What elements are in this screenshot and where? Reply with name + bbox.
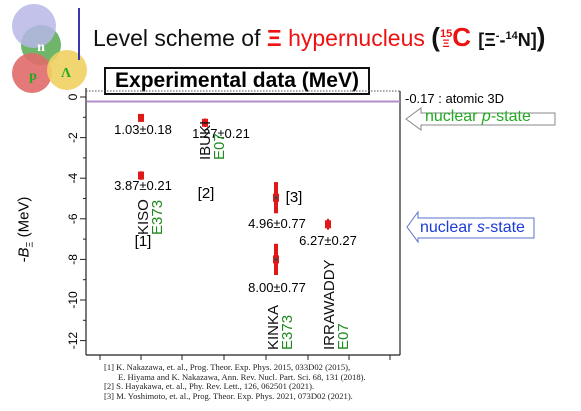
data-label: 3.87±0.21 — [114, 178, 172, 193]
y-tick-label: -6 — [66, 213, 80, 224]
data-point — [138, 171, 144, 180]
data-label: 4.96±0.77 — [248, 216, 306, 231]
data-label: 8.00±0.77 — [248, 280, 306, 295]
page-title: Level scheme of Ξ hypernucleus (15 ΞC [Ξ-… — [93, 22, 546, 52]
references: [1] K. Nakazawa, et. al., Prog. Theor. E… — [104, 362, 366, 401]
y-tick-label: -10 — [66, 291, 80, 309]
experiment-id: E373 — [149, 200, 166, 235]
reference-item: [2] S. Hayakawa, et. al., Phy. Rev. Lett… — [104, 381, 315, 392]
y-tick-label: -4 — [66, 173, 80, 184]
s-state-callout: nuclear s-state — [406, 210, 536, 244]
data-label: 1.27±0.21 — [192, 126, 250, 141]
left-arrow-icon — [406, 210, 535, 244]
reference-item: [1] K. Nakazawa, et. al., Prog. Theor. E… — [104, 362, 351, 372]
y-tick-label: -2 — [66, 132, 80, 143]
experiment-name: KISO — [135, 199, 152, 235]
data-point — [202, 118, 208, 127]
data-label: 1.03±0.18 — [114, 122, 172, 137]
y-tick-label: -12 — [66, 332, 80, 350]
data-label: 6.27±0.27 — [299, 233, 357, 248]
atomic-level-label: -0.17 : atomic 3D — [405, 91, 504, 106]
experiment-name: IRRAWADDY — [321, 259, 338, 350]
svg-text:n: n — [37, 40, 45, 55]
experiment-name: IBUKI — [197, 121, 214, 160]
nucleon-logo: n p Λ — [12, 4, 87, 93]
p-state-callout: nuclear p-state — [405, 107, 557, 131]
svg-text:p: p — [29, 69, 37, 84]
experiment-id: E07 — [335, 323, 352, 350]
experiment-reference: [1] — [135, 233, 152, 250]
data-point — [138, 113, 144, 122]
experimental-data-label: Experimental data (MeV) — [104, 67, 370, 95]
experiment-name: KINKA — [265, 305, 282, 350]
svg-text:Λ: Λ — [61, 66, 71, 81]
reference-item: E. Hiyama and K. Nakazawa, Ann. Rev. Nuc… — [118, 371, 366, 382]
title-divider — [78, 8, 80, 60]
experiment-reference: [2] — [198, 185, 215, 202]
experiment-id: E373 — [279, 315, 296, 350]
y-tick-label: 0 — [66, 93, 80, 100]
reference-item: [3] M. Yoshimoto, et. al., Prog. Theor. … — [104, 390, 353, 401]
data-point-center — [274, 257, 278, 261]
y-tick-label: -8 — [66, 254, 80, 265]
experiment-id: E07 — [211, 133, 228, 160]
left-arrow-icon — [405, 107, 556, 131]
data-point-center — [274, 196, 278, 200]
data-point — [325, 220, 331, 229]
experiment-reference: [3] — [286, 189, 303, 206]
